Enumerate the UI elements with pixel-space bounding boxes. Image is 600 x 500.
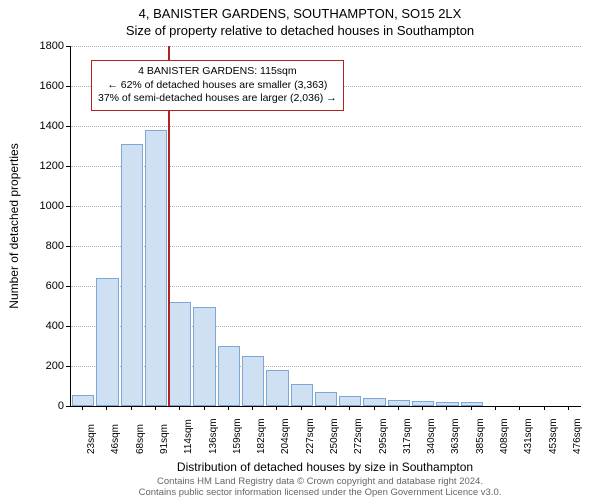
xtick-label: 363sqm xyxy=(450,404,461,454)
ytick-label: 1400 xyxy=(14,120,64,132)
annotation-line-2: ← 62% of detached houses are smaller (3,… xyxy=(98,79,337,93)
xtick-mark xyxy=(446,406,447,410)
ytick-label: 1800 xyxy=(14,40,64,52)
bar xyxy=(145,130,167,406)
x-axis-label: Distribution of detached houses by size … xyxy=(70,460,580,474)
xtick-label: 91sqm xyxy=(159,404,170,454)
xtick-label: 159sqm xyxy=(232,404,243,454)
footer-line-1: Contains HM Land Registry data © Crown c… xyxy=(157,476,483,487)
xtick-mark xyxy=(471,406,472,410)
xtick-label: 317sqm xyxy=(402,404,413,454)
ytick-label: 1200 xyxy=(14,160,64,172)
xtick-mark xyxy=(519,406,520,410)
gridline xyxy=(71,126,581,127)
annotation-line-3: 37% of semi-detached houses are larger (… xyxy=(98,92,337,106)
xtick-mark xyxy=(422,406,423,410)
bar xyxy=(242,356,264,406)
xtick-mark xyxy=(544,406,545,410)
xtick-label: 136sqm xyxy=(208,404,219,454)
ytick-label: 400 xyxy=(14,320,64,332)
xtick-mark xyxy=(374,406,375,410)
xtick-mark xyxy=(106,406,107,410)
bar xyxy=(266,370,288,406)
xtick-label: 453sqm xyxy=(548,404,559,454)
footer: Contains HM Land Registry data © Crown c… xyxy=(60,477,580,498)
ytick-label: 800 xyxy=(14,240,64,252)
xtick-mark xyxy=(495,406,496,410)
xtick-mark xyxy=(398,406,399,410)
xtick-mark xyxy=(179,406,180,410)
footer-line-2: Contains public sector information licen… xyxy=(139,487,502,498)
xtick-mark xyxy=(228,406,229,410)
gridline xyxy=(71,46,581,47)
xtick-label: 114sqm xyxy=(183,404,194,454)
title-line-2: Size of property relative to detached ho… xyxy=(0,23,600,38)
bar xyxy=(291,384,313,406)
xtick-mark xyxy=(349,406,350,410)
xtick-mark xyxy=(252,406,253,410)
xtick-label: 295sqm xyxy=(378,404,389,454)
ytick-label: 1000 xyxy=(14,200,64,212)
xtick-label: 204sqm xyxy=(280,404,291,454)
xtick-label: 272sqm xyxy=(353,404,364,454)
ytick-label: 0 xyxy=(14,400,64,412)
xtick-label: 182sqm xyxy=(256,404,267,454)
xtick-mark xyxy=(131,406,132,410)
chart-container: 4, BANISTER GARDENS, SOUTHAMPTON, SO15 2… xyxy=(0,0,600,500)
xtick-mark xyxy=(204,406,205,410)
plot-area: 4 BANISTER GARDENS: 115sqm ← 62% of deta… xyxy=(70,46,581,407)
xtick-mark xyxy=(301,406,302,410)
bar xyxy=(218,346,240,406)
xtick-mark xyxy=(155,406,156,410)
xtick-mark xyxy=(325,406,326,410)
ytick-label: 200 xyxy=(14,360,64,372)
xtick-label: 340sqm xyxy=(426,404,437,454)
xtick-label: 250sqm xyxy=(329,404,340,454)
ytick-label: 1600 xyxy=(14,80,64,92)
title-line-1: 4, BANISTER GARDENS, SOUTHAMPTON, SO15 2… xyxy=(0,6,600,21)
xtick-label: 385sqm xyxy=(475,404,486,454)
xtick-mark xyxy=(568,406,569,410)
xtick-label: 227sqm xyxy=(305,404,316,454)
bar xyxy=(169,302,191,406)
xtick-label: 46sqm xyxy=(110,404,121,454)
ytick-label: 600 xyxy=(14,280,64,292)
annotation-line-1: 4 BANISTER GARDENS: 115sqm xyxy=(98,65,337,79)
bar xyxy=(193,307,215,406)
xtick-label: 408sqm xyxy=(499,404,510,454)
xtick-mark xyxy=(276,406,277,410)
xtick-label: 431sqm xyxy=(523,404,534,454)
xtick-label: 68sqm xyxy=(135,404,146,454)
annotation-box: 4 BANISTER GARDENS: 115sqm ← 62% of deta… xyxy=(91,60,344,111)
title-block: 4, BANISTER GARDENS, SOUTHAMPTON, SO15 2… xyxy=(0,6,600,38)
xtick-label: 476sqm xyxy=(572,404,583,454)
xtick-mark xyxy=(82,406,83,410)
bar xyxy=(96,278,118,406)
xtick-label: 23sqm xyxy=(86,404,97,454)
bar xyxy=(121,144,143,406)
